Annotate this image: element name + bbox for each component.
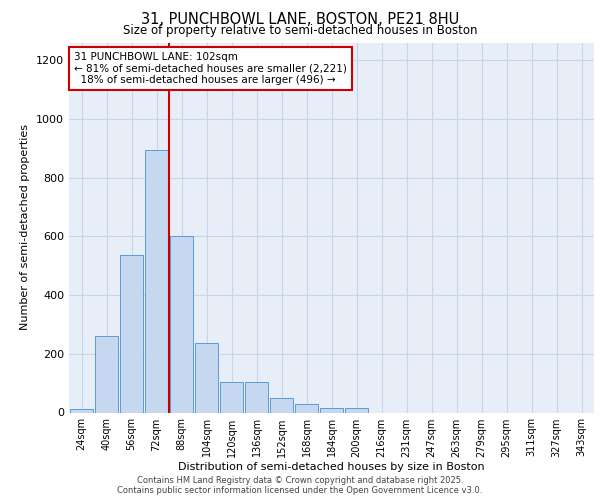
Bar [220, 382, 243, 412]
Text: 31 PUNCHBOWL LANE: 102sqm
← 81% of semi-detached houses are smaller (2,221)
  18: 31 PUNCHBOWL LANE: 102sqm ← 81% of semi-… [74, 52, 347, 85]
Bar [145, 150, 168, 412]
Bar [95, 336, 118, 412]
Bar [245, 382, 268, 412]
Y-axis label: Number of semi-detached properties: Number of semi-detached properties [20, 124, 31, 330]
Bar [120, 256, 143, 412]
Bar [195, 344, 218, 412]
Text: Size of property relative to semi-detached houses in Boston: Size of property relative to semi-detach… [123, 24, 477, 37]
Text: 31, PUNCHBOWL LANE, BOSTON, PE21 8HU: 31, PUNCHBOWL LANE, BOSTON, PE21 8HU [141, 12, 459, 28]
Bar [70, 409, 93, 412]
Text: Contains HM Land Registry data © Crown copyright and database right 2025.
Contai: Contains HM Land Registry data © Crown c… [118, 476, 482, 495]
Bar [320, 408, 343, 412]
Bar [270, 398, 293, 412]
X-axis label: Distribution of semi-detached houses by size in Boston: Distribution of semi-detached houses by … [178, 462, 485, 472]
Bar [345, 408, 368, 412]
Bar [170, 236, 193, 412]
Bar [295, 404, 318, 412]
